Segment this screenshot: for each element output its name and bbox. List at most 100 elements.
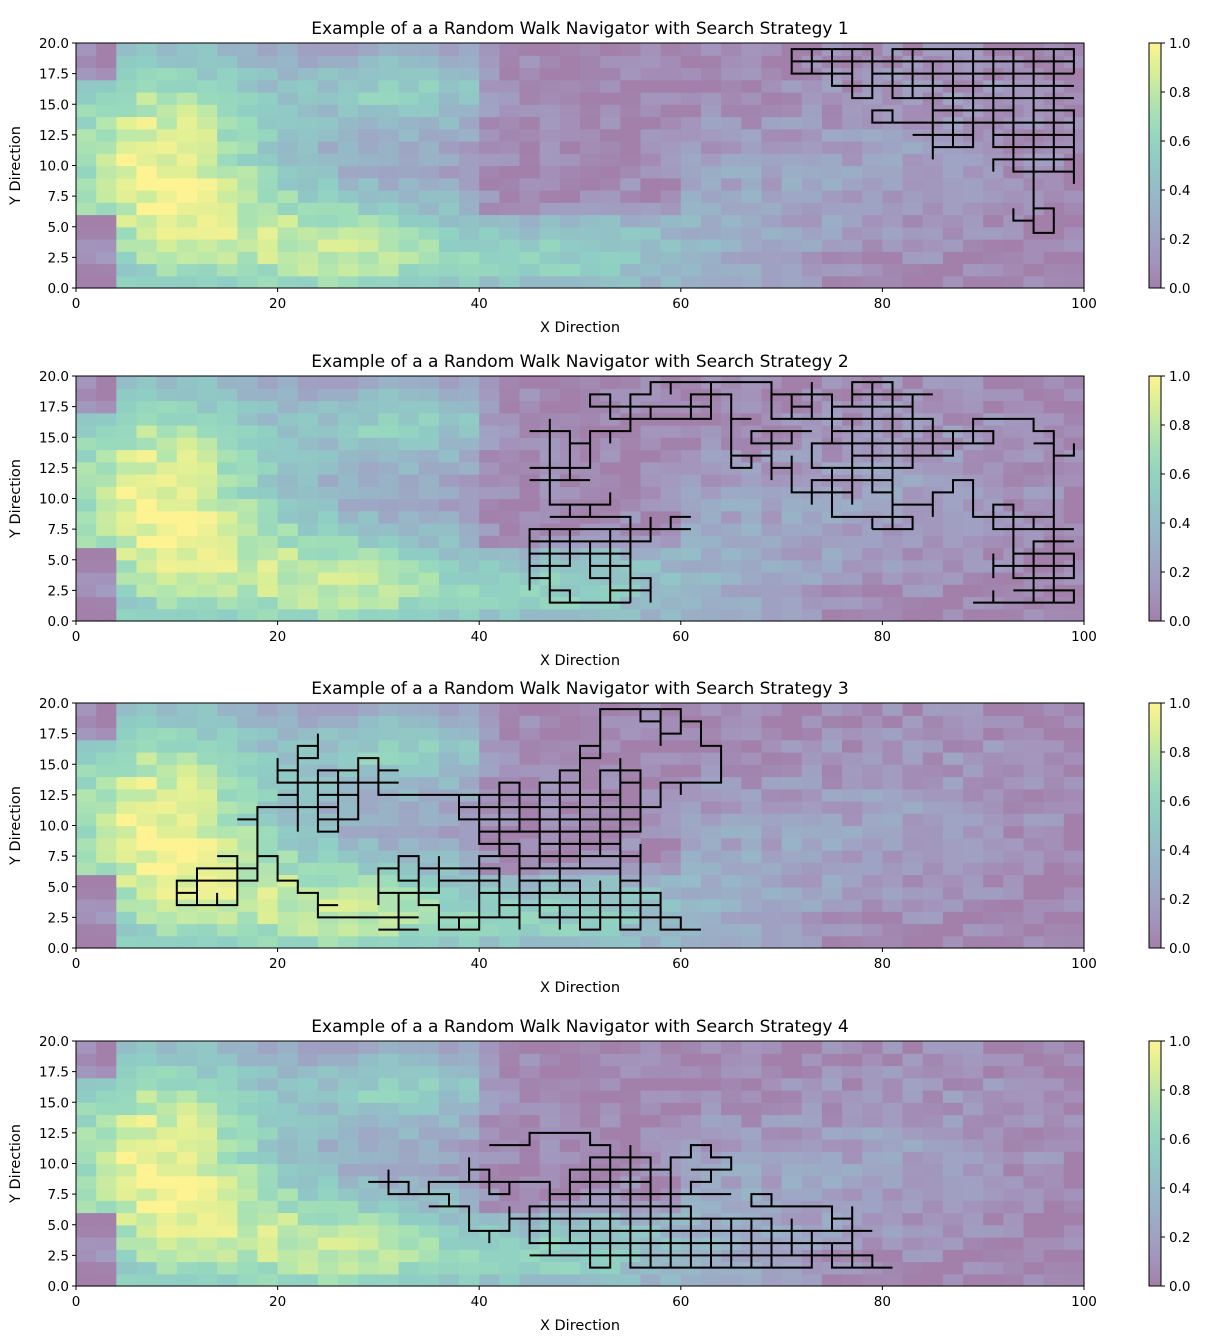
heatmap-cell (338, 837, 359, 851)
heatmap-cell (196, 837, 218, 851)
heatmap-cell (418, 572, 440, 585)
heatmap-cell (721, 813, 742, 827)
heatmap-cell (942, 1151, 964, 1165)
heatmap-cell (76, 715, 97, 729)
y-tick-label: 7.5 (48, 1187, 69, 1203)
heatmap-cell (620, 739, 642, 753)
heatmap-cell (1023, 715, 1045, 729)
heatmap-cell (519, 1114, 541, 1128)
heatmap-cell (76, 437, 97, 451)
heatmap-cell (438, 425, 460, 438)
heatmap-cell (398, 1237, 420, 1250)
heatmap-cell (176, 498, 198, 512)
heatmap-cell (196, 1212, 218, 1226)
heatmap-cell (902, 1102, 924, 1116)
heatmap-cell (721, 727, 742, 741)
heatmap-cell (217, 1053, 238, 1067)
heatmap-cell (761, 608, 783, 622)
heatmap-cell (862, 1041, 883, 1054)
heatmap-cell (317, 1139, 339, 1152)
heatmap-cell (257, 43, 279, 56)
heatmap-cell (317, 1126, 339, 1140)
heatmap-cell (600, 214, 621, 228)
heatmap-cell (378, 1126, 400, 1140)
heatmap-cell (479, 727, 500, 741)
heatmap-cell (479, 1102, 500, 1116)
heatmap-cell (1023, 752, 1045, 765)
colorbar-bar (1148, 1040, 1162, 1287)
heatmap-cell (983, 190, 1004, 203)
heatmap-cell (761, 92, 783, 105)
heatmap-cell (217, 226, 238, 240)
heatmap-cell (559, 1053, 581, 1067)
heatmap-cell (459, 1261, 480, 1275)
heatmap-cell (176, 1126, 198, 1140)
heatmap-cell (156, 547, 178, 561)
heatmap-cell (438, 79, 460, 93)
heatmap-cell (338, 1053, 359, 1067)
heatmap-cell (96, 1224, 117, 1238)
heatmap-cell (418, 202, 440, 216)
heatmap-cell (922, 559, 944, 573)
heatmap-cell (640, 486, 662, 500)
heatmap-cell (842, 874, 863, 888)
heatmap-cell (660, 153, 682, 167)
heatmap-cell (721, 825, 742, 839)
heatmap-cell (821, 214, 843, 228)
heatmap-cell (96, 608, 117, 622)
heatmap-cell (580, 608, 601, 622)
heatmap-cell (902, 886, 924, 900)
heatmap-cell (1063, 1249, 1085, 1263)
heatmap-cell (297, 1261, 319, 1275)
heatmap-cell (96, 899, 117, 912)
heatmap-cell (700, 239, 722, 252)
heatmap-cell (1063, 202, 1085, 216)
heatmap-cell (136, 1212, 158, 1226)
heatmap-cell (499, 388, 521, 402)
heatmap-cell (1043, 412, 1065, 426)
heatmap-cell (217, 104, 238, 118)
heatmap-cell (459, 449, 480, 463)
heatmap-cell (96, 412, 117, 426)
heatmap-cell (1043, 239, 1065, 252)
heatmap-cell (317, 874, 339, 888)
heatmap-cell (479, 376, 500, 389)
heatmap-cell (297, 449, 319, 463)
heatmap-cell (459, 498, 480, 512)
heatmap-cell (680, 116, 702, 130)
heatmap-cell (580, 474, 601, 487)
heatmap-cell (922, 1237, 944, 1250)
heatmap-cell (418, 214, 440, 228)
heatmap-cell (317, 862, 339, 876)
heatmap-cell (398, 226, 420, 240)
heatmap-cell (1003, 850, 1025, 863)
heatmap-cell (559, 1273, 581, 1287)
heatmap-cell (1063, 850, 1085, 863)
heatmap-cell (922, 251, 944, 265)
heatmap-cell (963, 584, 984, 598)
heatmap-cell (317, 535, 339, 549)
heatmap-cell (499, 1163, 521, 1177)
heatmap-cell (1063, 1053, 1085, 1067)
heatmap-cell (96, 79, 117, 93)
heatmap-cell (942, 813, 964, 827)
heatmap-cell (580, 67, 601, 81)
heatmap-cell (176, 177, 198, 191)
heatmap-cell (1023, 474, 1045, 487)
heatmap-cell (761, 752, 783, 765)
heatmap-cell (721, 510, 742, 524)
heatmap-cell (317, 1249, 339, 1263)
heatmap-cell (580, 1114, 601, 1128)
heatmap-cell (580, 55, 601, 69)
heatmap-cell (862, 1224, 883, 1238)
heatmap-cell (196, 715, 218, 729)
heatmap-cell (761, 596, 783, 610)
heatmap-cell (418, 412, 440, 426)
heatmap-cell (660, 584, 682, 598)
heatmap-cell (862, 547, 883, 561)
heatmap-cell (317, 104, 339, 118)
heatmap-cell (922, 825, 944, 839)
heatmap-cell (257, 239, 279, 252)
heatmap-cell (801, 572, 823, 585)
heatmap-cell (297, 116, 319, 130)
